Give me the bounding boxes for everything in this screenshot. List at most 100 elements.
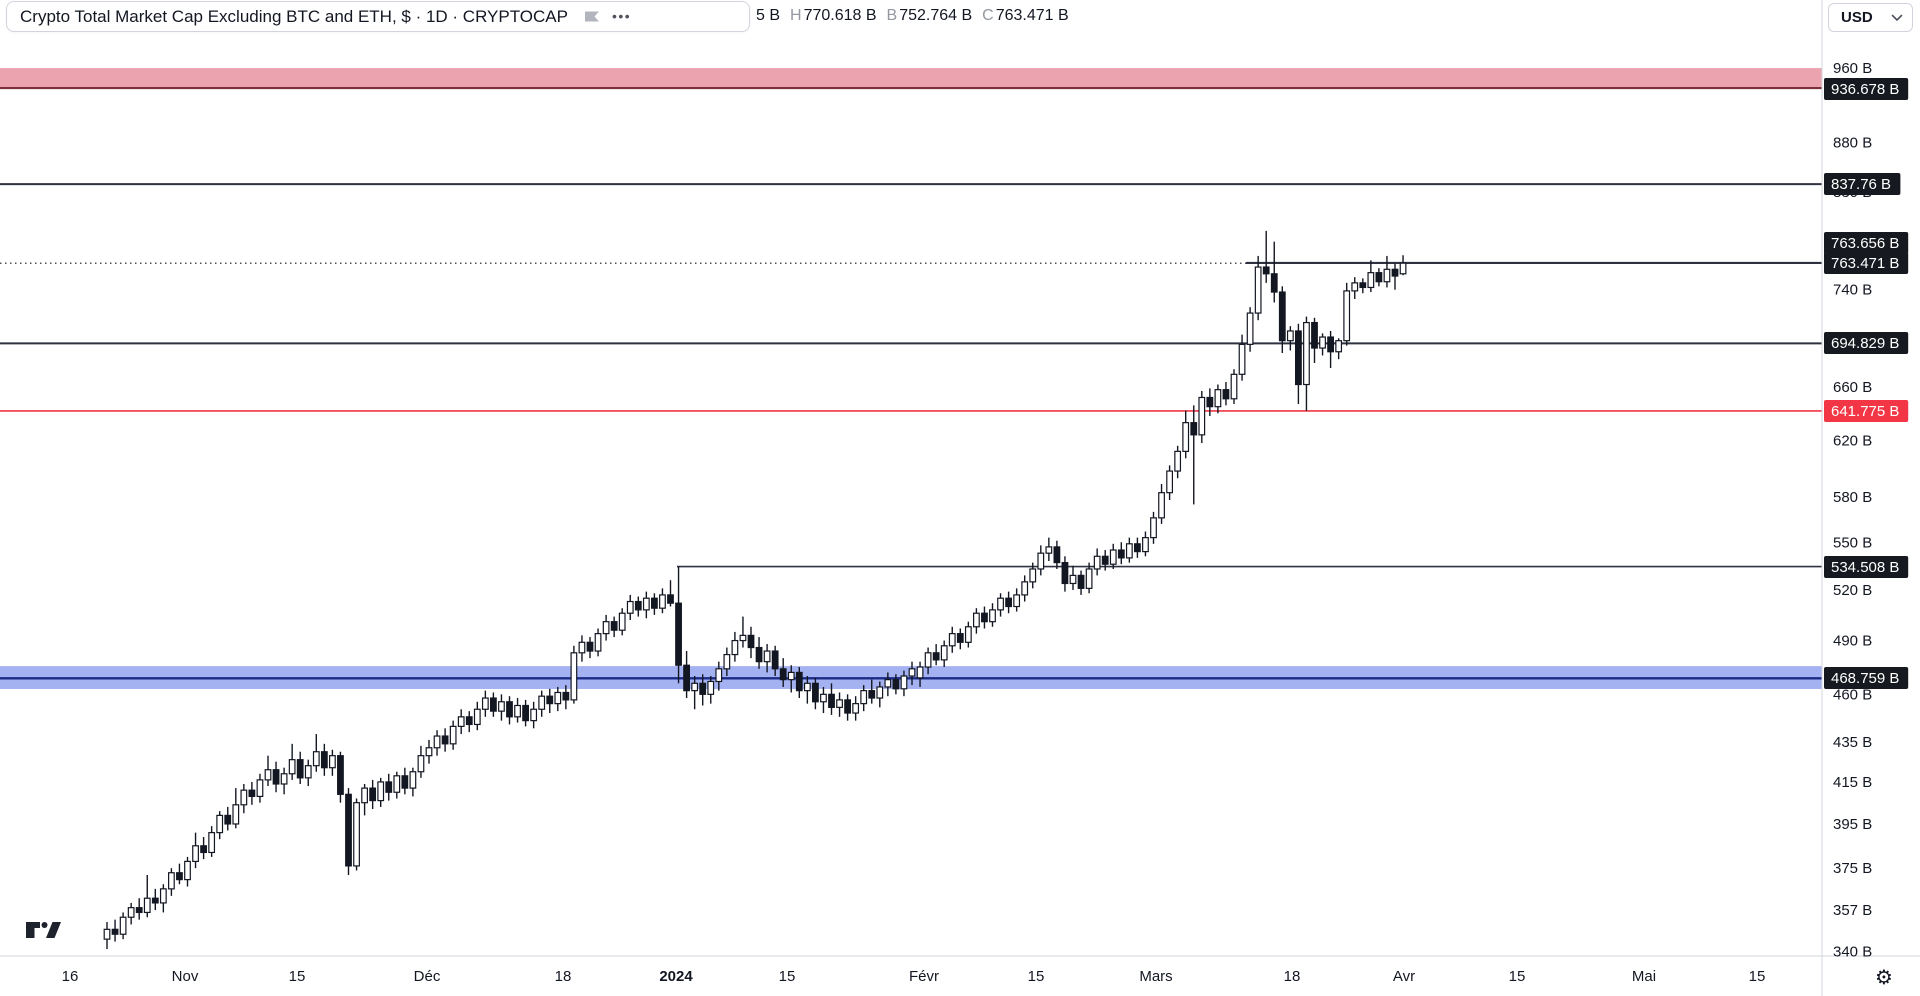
candle-body bbox=[417, 755, 425, 773]
candle-body bbox=[1005, 597, 1012, 608]
candle-body bbox=[1198, 396, 1206, 436]
price-tick-label: 520 B bbox=[1833, 582, 1872, 599]
price-tick-label: 960 B bbox=[1833, 60, 1872, 77]
candle-body bbox=[1150, 517, 1157, 539]
candle-body bbox=[948, 633, 956, 647]
candle-body bbox=[1045, 546, 1053, 554]
candle-body bbox=[1254, 266, 1262, 314]
candle-body bbox=[1013, 594, 1021, 608]
candle-body bbox=[836, 699, 843, 708]
candle-body bbox=[562, 691, 570, 701]
candle-body bbox=[1262, 266, 1270, 275]
candle-body bbox=[610, 621, 618, 631]
candle-body bbox=[691, 682, 699, 692]
price-tick-label: 740 B bbox=[1833, 282, 1872, 299]
candle-body bbox=[892, 679, 900, 690]
price-tick-label: 375 B bbox=[1833, 860, 1872, 877]
candle-body bbox=[135, 907, 143, 914]
candle-body bbox=[465, 716, 473, 726]
flag-icon[interactable] bbox=[582, 7, 602, 27]
candle-body bbox=[997, 597, 1004, 611]
candle-body bbox=[530, 708, 538, 722]
candle-body bbox=[723, 653, 731, 670]
candles bbox=[103, 230, 1407, 950]
candle-body bbox=[1190, 422, 1198, 436]
price-badge: 837.76 B bbox=[1824, 173, 1901, 195]
low-value: 752.764 B bbox=[899, 7, 973, 24]
candle-body bbox=[916, 666, 924, 679]
candle-body bbox=[498, 701, 505, 712]
candle-body bbox=[820, 693, 827, 703]
candle-body bbox=[675, 602, 682, 666]
candle-body bbox=[1351, 282, 1359, 292]
candle-body bbox=[1093, 555, 1101, 570]
price-tick-label: 490 B bbox=[1833, 633, 1872, 650]
candle-body bbox=[473, 708, 481, 726]
price-tick-label: 340 B bbox=[1833, 944, 1872, 961]
candle-body bbox=[296, 759, 304, 779]
candle-body bbox=[908, 668, 916, 677]
candle-body bbox=[1311, 321, 1318, 349]
candle-body bbox=[409, 771, 417, 789]
candle-body bbox=[1303, 321, 1310, 386]
currency-selector[interactable]: USD bbox=[1828, 3, 1913, 32]
candle-body bbox=[506, 701, 513, 718]
candle-body bbox=[377, 781, 385, 802]
candle-body bbox=[393, 775, 401, 793]
candle-body bbox=[1286, 330, 1294, 342]
candle-body bbox=[369, 787, 377, 802]
supply-zone[interactable] bbox=[0, 68, 1822, 90]
candle-body bbox=[755, 646, 763, 663]
candle-body bbox=[490, 697, 497, 712]
candle-body bbox=[304, 765, 312, 779]
candle-body bbox=[900, 675, 908, 690]
candle-body bbox=[1319, 336, 1326, 349]
candle-body bbox=[1399, 262, 1407, 275]
symbol-title: Crypto Total Market Cap Excluding BTC an… bbox=[20, 6, 568, 26]
tradingview-logo[interactable] bbox=[24, 915, 64, 950]
candle-body bbox=[184, 860, 191, 881]
candle-body bbox=[401, 775, 409, 789]
candle-body bbox=[176, 872, 183, 881]
candle-body bbox=[618, 612, 626, 631]
candle-body bbox=[208, 832, 216, 854]
price-tick-label: 395 B bbox=[1833, 816, 1872, 833]
gear-icon[interactable]: ⚙ bbox=[1875, 966, 1893, 989]
price-tick-label: 460 B bbox=[1833, 686, 1872, 703]
chart-legend: 5 B H 770.618 B B 752.764 B C 763.471 B Crypto… bbox=[0, 0, 1500, 34]
symbol-title-button[interactable]: Crypto Total Market Cap Excluding BTC an… bbox=[6, 1, 750, 32]
candle-body bbox=[514, 704, 521, 718]
candle-body bbox=[602, 621, 610, 635]
candle-body bbox=[1061, 562, 1069, 585]
candle-body bbox=[337, 755, 344, 795]
low-label: B bbox=[886, 7, 898, 24]
candle-body bbox=[1214, 389, 1222, 408]
price-tick-label: 620 B bbox=[1833, 432, 1872, 449]
candle-body bbox=[940, 645, 948, 661]
candle-body bbox=[642, 597, 650, 611]
candle-body bbox=[425, 747, 433, 757]
candle-body bbox=[441, 735, 449, 745]
candle-body bbox=[578, 641, 586, 654]
candle-body bbox=[1327, 336, 1335, 353]
price-tick-label: 550 B bbox=[1833, 534, 1872, 551]
candle-body bbox=[159, 888, 167, 904]
demand-zone[interactable] bbox=[0, 666, 1822, 689]
candle-body bbox=[594, 633, 602, 652]
candle-body bbox=[868, 690, 876, 699]
price-badge: 763.656 B bbox=[1824, 232, 1909, 254]
more-options-button[interactable]: ••• bbox=[611, 8, 632, 24]
candle-body bbox=[634, 600, 642, 611]
candle-body bbox=[1158, 492, 1165, 519]
price-badge: 534.508 B bbox=[1824, 556, 1909, 578]
time-tick-label: Déc bbox=[414, 968, 441, 985]
candle-body bbox=[200, 845, 208, 854]
candle-body bbox=[924, 652, 932, 668]
candle-body bbox=[707, 680, 715, 695]
currency-label: USD bbox=[1841, 9, 1873, 26]
time-tick-label: Mai bbox=[1632, 968, 1656, 985]
time-tick-label: 15 bbox=[1749, 968, 1766, 985]
time-axis[interactable]: 16 Nov 15 Déc 18 2024 15 Févr 15 Mars 18 Avr 15 Mai 15 bbox=[62, 968, 1766, 985]
